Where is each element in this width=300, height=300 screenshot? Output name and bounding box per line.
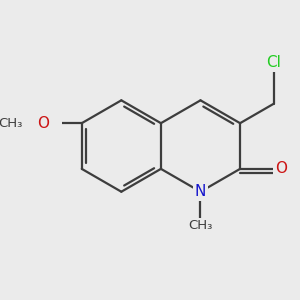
Text: N: N [195,184,206,199]
Text: O: O [275,161,287,176]
Text: O: O [37,116,49,131]
Text: CH₃: CH₃ [0,117,23,130]
Text: Cl: Cl [266,55,281,70]
Text: CH₃: CH₃ [188,220,213,232]
